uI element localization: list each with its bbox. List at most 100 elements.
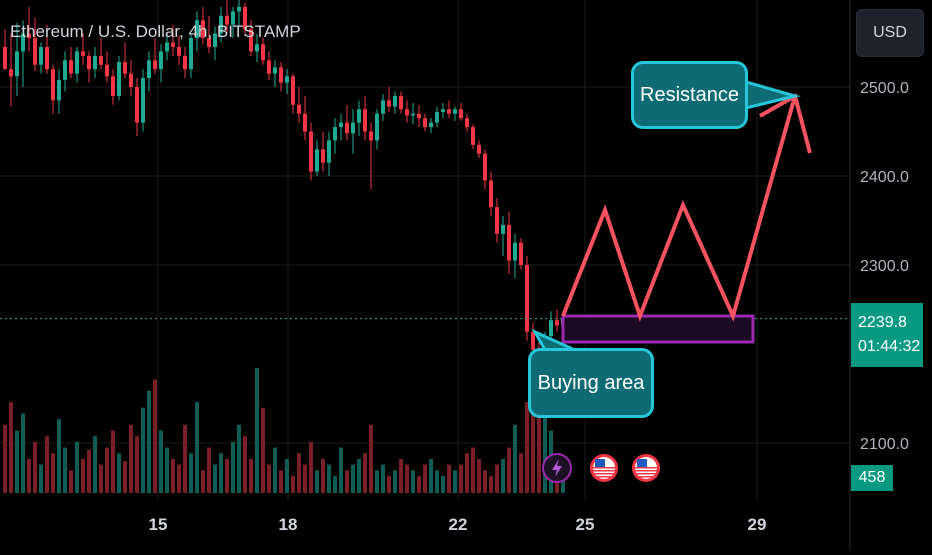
candle-body [249, 29, 253, 52]
volume-bar [237, 424, 241, 493]
y-tick-label: 2500.0 [860, 80, 909, 97]
volume-bar [159, 430, 163, 493]
candle-body [333, 127, 337, 141]
candle-body [45, 46, 49, 70]
volume-bar [435, 470, 439, 493]
candle-body [525, 265, 529, 332]
volume-bar [531, 368, 535, 493]
volume-bar [369, 424, 373, 493]
volume-bar [51, 453, 55, 493]
candle-body [531, 331, 535, 350]
volume-bar [189, 453, 193, 493]
candle-body [189, 38, 193, 70]
candle-body [339, 122, 343, 128]
candle-body [273, 67, 277, 74]
candle-body [117, 62, 121, 96]
forecast-path-line [561, 95, 797, 322]
candle-body [243, 6, 247, 30]
volume-bar [27, 458, 31, 493]
volume-bar [231, 441, 235, 493]
candle-body [255, 44, 259, 52]
last-price-value: 2239.8 [858, 314, 907, 331]
volume-bar [183, 424, 187, 493]
candlesticks [3, 0, 565, 383]
volume-bar [291, 475, 295, 493]
candle-body [147, 60, 151, 79]
volume-bar [405, 464, 409, 493]
volume-bar [339, 447, 343, 493]
volume-bar [429, 458, 433, 493]
candle-body [417, 113, 421, 119]
volume-bar [249, 458, 253, 493]
resistance-callout-pointer [744, 80, 801, 110]
volume-bar [57, 419, 61, 493]
volume-bar [243, 436, 247, 493]
volume-bar [351, 464, 355, 493]
volume-bar [147, 390, 151, 493]
candle-body [3, 46, 7, 70]
volume-bar [75, 441, 79, 493]
candle-body [153, 60, 157, 70]
volume-bar [315, 470, 319, 493]
volume-bar [357, 458, 361, 493]
candle-body [57, 79, 61, 101]
candle-body [129, 73, 133, 87]
us-flag-icon[interactable] [632, 454, 660, 482]
volume-bar [495, 464, 499, 493]
volume-bar [21, 413, 25, 493]
currency-button[interactable]: USD [856, 9, 924, 57]
candle-body [141, 78, 145, 123]
volume-bar [15, 430, 19, 493]
buying-area-callout[interactable]: Buying area [528, 348, 654, 418]
volume-bar [363, 453, 367, 493]
volume-bar [489, 475, 493, 493]
resistance-callout[interactable]: Resistance [631, 61, 748, 129]
lightning-icon[interactable] [542, 453, 572, 483]
x-axis: 15 18 22 25 29 [149, 515, 767, 534]
volume-bar [381, 464, 385, 493]
volume-bar [513, 424, 517, 493]
volume-bar [39, 464, 43, 493]
volume-bar [459, 464, 463, 493]
x-tick-label: 22 [449, 515, 468, 534]
volume-bar [9, 402, 13, 493]
candle-body [369, 131, 373, 141]
volume-bar [447, 464, 451, 493]
candle-body [375, 113, 379, 141]
y-tick-label: 2100.0 [860, 436, 909, 453]
candle-body [513, 242, 517, 261]
volume-bar [177, 464, 181, 493]
volume-bar [327, 464, 331, 493]
volume-bar [69, 470, 73, 493]
volume-bar [321, 458, 325, 493]
candle-body [303, 113, 307, 132]
us-flag-icon[interactable] [590, 454, 618, 482]
candle-body [483, 153, 487, 181]
candle-body [507, 224, 511, 261]
candle-body [63, 60, 67, 80]
candle-body [495, 207, 499, 234]
volume-bar [537, 390, 541, 493]
event-icons [542, 453, 660, 483]
candle-body [51, 69, 55, 101]
volume-bar [213, 464, 217, 493]
candle-body [105, 64, 109, 77]
buying-area-rectangle [561, 314, 755, 344]
volume-bar [501, 458, 505, 493]
candle-body [453, 109, 457, 114]
candle-body [321, 149, 325, 163]
candle-body [261, 44, 265, 61]
candle-body [123, 62, 127, 74]
candle-body [15, 51, 19, 77]
volume-bar [519, 453, 523, 493]
candle-body [519, 242, 523, 265]
volume-bar [393, 470, 397, 493]
volume-bar [207, 447, 211, 493]
candle-body [435, 111, 439, 123]
candle-body [291, 76, 295, 105]
volume-bar [141, 407, 145, 493]
volume-bar [303, 464, 307, 493]
volume-bar [345, 470, 349, 493]
